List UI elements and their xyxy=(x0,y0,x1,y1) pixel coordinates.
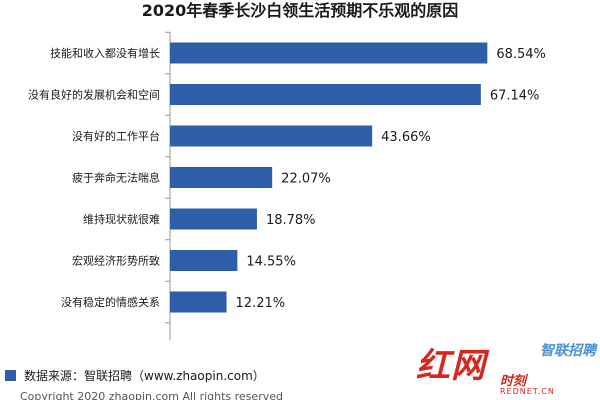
data-source: 数据来源：智联招聘（www.zhaopin.com） xyxy=(5,365,265,385)
data-label: 67.14% xyxy=(490,89,540,104)
data-label: 68.54% xyxy=(496,47,546,62)
bar xyxy=(170,167,273,188)
source-text: 数据来源：智联招聘（www.zhaopin.com） xyxy=(24,368,265,383)
data-label: 14.55% xyxy=(246,255,296,270)
chart-title: 2020年春季长沙白领生活预期不乐观的原因 xyxy=(141,1,459,20)
bar xyxy=(170,291,227,313)
category-label: 维持现状就很难 xyxy=(83,212,160,226)
data-label: 12.21% xyxy=(236,296,286,311)
bar xyxy=(170,42,488,64)
category-label: 没有好的工作平台 xyxy=(72,129,160,143)
data-label: 43.66% xyxy=(381,130,431,145)
watermark-hongwang: 红网 xyxy=(416,346,486,386)
category-label: 宏观经济形势所致 xyxy=(72,254,160,268)
rednet-watermark: 红网 智联招聘 时刻 REDNET.CN xyxy=(416,340,596,396)
watermark-sub: 时刻 xyxy=(500,374,527,389)
bar xyxy=(170,84,481,105)
bar xyxy=(170,208,257,230)
source-swatch xyxy=(5,369,16,381)
bar xyxy=(170,125,373,147)
category-label: 技能和收入都没有增长 xyxy=(50,46,160,60)
bar-chart: 技能和收入都没有增长 68.54% 没有良好的发展机会和空间 67.14% 没有好的工作… xyxy=(28,31,546,340)
category-label: 没有稳定的情感关系 xyxy=(61,295,160,309)
data-label: 22.07% xyxy=(281,172,331,187)
bar xyxy=(170,250,238,271)
data-label: 18.78% xyxy=(266,213,316,228)
watermark-domain: REDNET.CN xyxy=(500,387,555,396)
category-label: 没有良好的发展机会和空间 xyxy=(28,88,160,102)
copyright-text: Copyright 2020 zhaopin.com All rights re… xyxy=(20,390,283,400)
category-label: 疲于奔命无法喘息 xyxy=(72,171,160,185)
watermark-zhilian: 智联招聘 xyxy=(540,343,596,359)
